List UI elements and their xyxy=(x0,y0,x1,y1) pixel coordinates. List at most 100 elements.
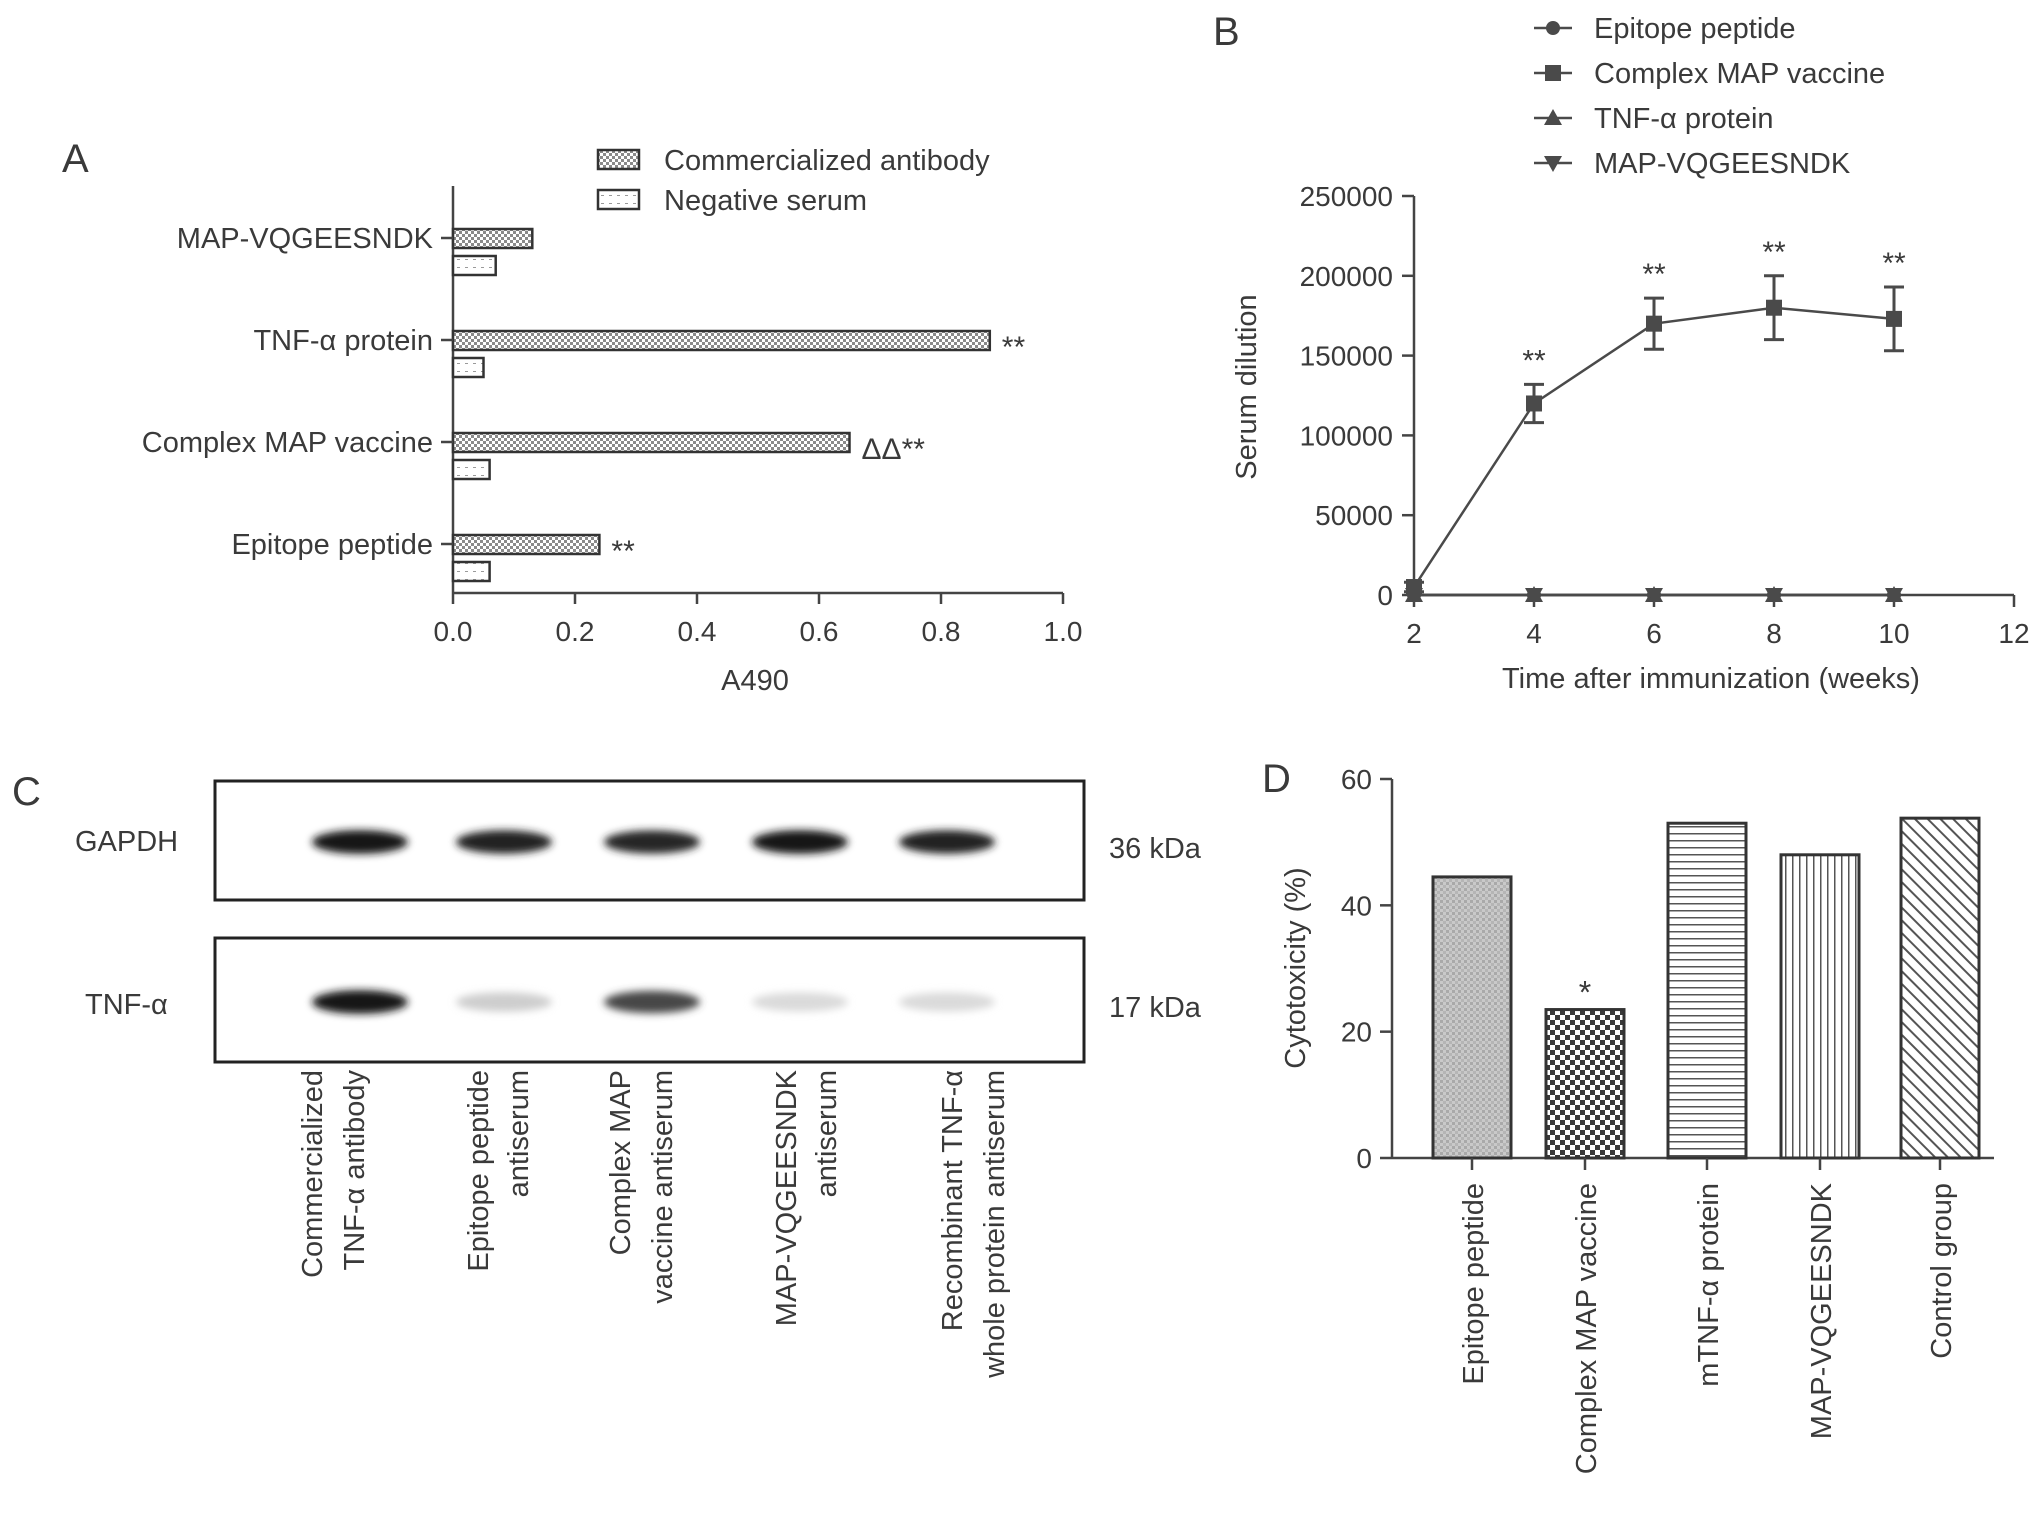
panel-b-x-tick-label: 10 xyxy=(1878,618,1909,649)
blot-band-gapdh-lane-3 xyxy=(604,830,700,854)
panel-a-x-tick-label: 0.0 xyxy=(434,616,473,647)
panel-b-point-map-vqgeesndk xyxy=(1525,588,1543,604)
panel-d-bar-epitope-peptide xyxy=(1431,875,1513,1160)
legend-label-commercialized-antibody: Commercialized antibody xyxy=(664,145,990,177)
blot-band-gapdh-lane-2 xyxy=(456,830,552,854)
panel-a-category-label: TNF-α protein xyxy=(253,325,433,357)
legend-marker-map-vqgeesndk xyxy=(1544,156,1562,172)
panel-a-significance-mark: ** xyxy=(611,535,635,568)
blot-lane-label: whole protein antiserum xyxy=(979,1070,1011,1379)
panel-a-bar-commercialized-antibody-epitope-peptide xyxy=(451,533,601,556)
panel-b-y-tick-label: 250000 xyxy=(1300,181,1393,212)
legend-label-negative-serum: Negative serum xyxy=(664,185,867,217)
panel-d-bar-map-vqgeesndk xyxy=(1779,853,1861,1160)
panel-b-y-tick-label: 50000 xyxy=(1315,500,1393,531)
panel-d-bar-complex-map-vaccine xyxy=(1544,1008,1626,1160)
panel-a-bar-negative-serum-complex-map-vaccine xyxy=(451,458,491,481)
panel-a-bar-commercialized-antibody-complex-map-vaccine xyxy=(451,431,851,454)
blot-band-tnf-alpha-lane-1 xyxy=(312,990,408,1014)
panel-b-x-tick-label: 12 xyxy=(1998,618,2029,649)
panel-d-category-label: MAP-VQGEESNDK xyxy=(1806,1182,1838,1439)
panel-d-category-label: Epitope peptide xyxy=(1458,1183,1490,1385)
panel-b-y-tick-label: 100000 xyxy=(1300,420,1393,451)
blot-lane-label: vaccine antiserum xyxy=(647,1070,679,1304)
panel-a-bar-negative-serum-tnf-alpha-protein xyxy=(451,356,485,379)
panel-a-bar-negative-serum-map-vqgeesndk xyxy=(451,254,497,277)
blot-lane-label: antiserum xyxy=(811,1070,843,1197)
blot-lane-label: MAP-VQGEESNDK xyxy=(771,1069,803,1326)
panel-a-legend: Commercialized antibody Negative serum xyxy=(596,145,990,217)
blot-band-gapdh-lane-5 xyxy=(899,830,995,854)
panel-b-x-tick-label: 6 xyxy=(1646,618,1662,649)
panel-a-bar-commercialized-antibody-tnf-alpha-protein xyxy=(451,329,992,352)
legend-marker-epitope-peptide xyxy=(1546,21,1560,35)
panel-b-y-tick-label: 200000 xyxy=(1300,261,1393,292)
legend-label-tnf-alpha-protein: TNF-α protein xyxy=(1594,103,1774,135)
panel-b-significance-mark: ** xyxy=(1522,344,1546,377)
legend-swatch-negative-serum xyxy=(596,188,641,211)
legend-label-complex-map-vaccine: Complex MAP vaccine xyxy=(1594,58,1885,90)
panel-label-c: C xyxy=(12,770,41,814)
panel-d-y-tick-label: 60 xyxy=(1341,764,1372,795)
panel-b-significance-mark: ** xyxy=(1642,258,1666,291)
blot-row-label-tnf: TNF-α xyxy=(85,989,168,1021)
panel-a-x-tick-label: 1.0 xyxy=(1044,616,1083,647)
panel-a-category-label: MAP-VQGEESNDK xyxy=(177,223,434,255)
panel-a-bar-commercialized-antibody-map-vqgeesndk xyxy=(451,227,534,250)
panel-b-y-tick-label: 0 xyxy=(1377,580,1393,611)
blot-lane-label: TNF-α antibody xyxy=(339,1070,371,1271)
panel-d-category-label: mTNF-α protein xyxy=(1693,1183,1725,1387)
legend-marker-tnf-alpha-protein xyxy=(1544,109,1562,125)
panel-b-point-complex-map-vaccine xyxy=(1526,395,1542,412)
panel-a-x-tick-label: 0.4 xyxy=(678,616,717,647)
panel-b-y-axis-label: Serum dilution xyxy=(1231,294,1263,479)
panel-b-y-tick-label: 150000 xyxy=(1300,341,1393,372)
panel-d-y-tick-label: 20 xyxy=(1341,1017,1372,1048)
panel-b-x-tick-label: 4 xyxy=(1526,618,1542,649)
panel-d-bar-control-group xyxy=(1899,816,1981,1160)
panel-d-y-tick-label: 40 xyxy=(1341,890,1372,921)
panel-d-chart: 0 20 40 60 * Epitope peptide Complex MAP vac… xyxy=(1280,764,1994,1474)
blot-band-tnf-alpha-lane-3 xyxy=(604,990,700,1014)
blot-row-label-gapdh: GAPDH xyxy=(75,826,178,858)
panel-a-x-tick-label: 0.2 xyxy=(556,616,595,647)
panel-a-bar-negative-serum-epitope-peptide xyxy=(451,560,491,583)
legend-swatch-commercialized-antibody xyxy=(596,148,641,171)
legend-label-epitope-peptide: Epitope peptide xyxy=(1594,13,1796,45)
panel-label-a: A xyxy=(62,137,89,181)
panel-a-x-tick-label: 0.8 xyxy=(922,616,961,647)
panel-b-legend: Epitope peptide Complex MAP vaccine TNF-α … xyxy=(1534,13,1885,180)
panel-a-category-label: Complex MAP vaccine xyxy=(142,427,433,459)
panel-d-category-label: Complex MAP vaccine xyxy=(1571,1183,1603,1474)
panel-d-significance-mark: * xyxy=(1579,975,1591,1011)
blot-band-gapdh-lane-4 xyxy=(752,830,848,854)
panel-b-point-complex-map-vaccine xyxy=(1886,310,1902,327)
panel-b-significance-mark: ** xyxy=(1762,236,1786,269)
panel-a-significance-mark: ** xyxy=(1002,331,1026,364)
blot-lane-label: Complex MAP xyxy=(605,1070,637,1255)
panel-a-category-label: Epitope peptide xyxy=(231,529,433,561)
panel-a-significance-mark: ΔΔ** xyxy=(862,433,926,466)
blot-lane-label: Commercialized xyxy=(297,1070,329,1278)
blot-band-tnf-alpha-lane-5 xyxy=(899,992,995,1012)
panel-b-x-axis-label: Time after immunization (weeks) xyxy=(1502,663,1920,695)
panel-d-category-label: Control group xyxy=(1926,1183,1958,1359)
panel-a-x-axis-label: A490 xyxy=(721,665,789,697)
blot-size-36kda: 36 kDa xyxy=(1109,833,1202,865)
panel-b-x-tick-label: 2 xyxy=(1406,618,1422,649)
blot-lane-label: Epitope peptide xyxy=(463,1070,495,1272)
panel-b-point-map-vqgeesndk xyxy=(1885,588,1903,604)
panel-b-point-map-vqgeesndk xyxy=(1645,588,1663,604)
panel-a-chart: 0.0 0.2 0.4 0.6 0.8 1.0 MAP-VQGEESNDK TNF-α pr… xyxy=(142,145,1083,697)
panel-b-point-complex-map-vaccine xyxy=(1406,579,1422,596)
blot-band-gapdh-lane-1 xyxy=(312,830,408,854)
blot-lane-label: antiserum xyxy=(503,1070,535,1197)
panel-b-x-tick-label: 8 xyxy=(1766,618,1782,649)
panel-d-y-tick-label: 0 xyxy=(1356,1143,1372,1174)
panel-b-significance-mark: ** xyxy=(1882,247,1906,280)
legend-marker-complex-map-vaccine xyxy=(1545,65,1561,81)
legend-label-map-vqgeesndk: MAP-VQGEESNDK xyxy=(1594,148,1851,180)
panel-c-blot: GAPDH TNF-α 36 kDa 17 kDa Commercialized… xyxy=(75,779,1202,1379)
